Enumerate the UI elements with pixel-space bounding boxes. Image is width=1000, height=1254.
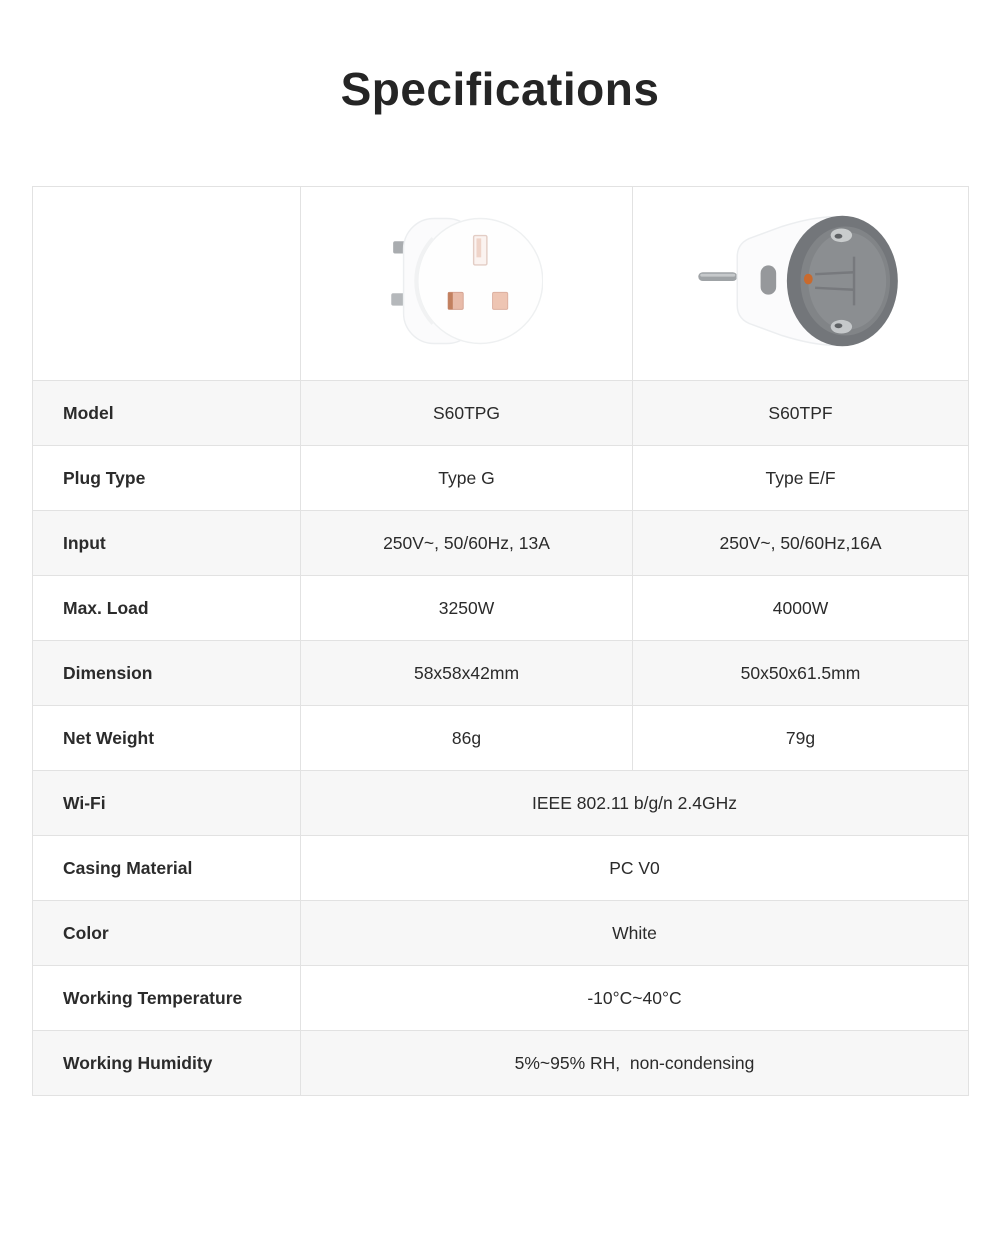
table-row-max-load: Max. Load 3250W 4000W bbox=[32, 575, 969, 641]
table-row-dimension: Dimension 58x58x42mm 50x50x61.5mm bbox=[32, 640, 969, 706]
row-value-s60tpf: 250V~, 50/60Hz,16A bbox=[632, 510, 969, 576]
product-image-cell-s60tpg bbox=[300, 186, 633, 381]
table-row-working-humidity: Working Humidity 5%~95% RH, non-condensi… bbox=[32, 1030, 969, 1096]
row-value-s60tpf: 79g bbox=[632, 705, 969, 771]
row-value-s60tpf: Type E/F bbox=[632, 445, 969, 511]
uk-type-g-plug-icon bbox=[390, 210, 543, 357]
table-row-model: Model S60TPG S60TPF bbox=[32, 380, 969, 446]
row-value-s60tpg: S60TPG bbox=[300, 380, 633, 446]
table-row-wifi: Wi-Fi IEEE 802.11 b/g/n 2.4GHz bbox=[32, 770, 969, 836]
product-image-row bbox=[32, 186, 969, 381]
row-value-s60tpg: 3250W bbox=[300, 575, 633, 641]
product-image-cell-s60tpf bbox=[632, 186, 969, 381]
table-row-net-weight: Net Weight 86g 79g bbox=[32, 705, 969, 771]
empty-corner-cell bbox=[32, 186, 301, 381]
eu-type-ef-plug-icon bbox=[698, 208, 903, 359]
table-row-color: Color White bbox=[32, 900, 969, 966]
row-value-s60tpg: 58x58x42mm bbox=[300, 640, 633, 706]
row-value-shared: PC V0 bbox=[300, 835, 969, 901]
row-value-s60tpf: S60TPF bbox=[632, 380, 969, 446]
row-value-shared: 5%~95% RH, non-condensing bbox=[300, 1030, 969, 1096]
row-label: Input bbox=[32, 510, 301, 576]
page-title: Specifications bbox=[340, 63, 660, 115]
table-row-working-temperature: Working Temperature -10°C~40°C bbox=[32, 965, 969, 1031]
row-value-s60tpg: 250V~, 50/60Hz, 13A bbox=[300, 510, 633, 576]
row-label: Net Weight bbox=[32, 705, 301, 771]
row-label: Plug Type bbox=[32, 445, 301, 511]
row-label: Dimension bbox=[32, 640, 301, 706]
row-value-shared: -10°C~40°C bbox=[300, 965, 969, 1031]
row-value-shared: IEEE 802.11 b/g/n 2.4GHz bbox=[300, 770, 969, 836]
row-label: Working Temperature bbox=[32, 965, 301, 1031]
row-value-s60tpg: Type G bbox=[300, 445, 633, 511]
row-value-s60tpg: 86g bbox=[300, 705, 633, 771]
specifications-table: Model S60TPG S60TPF Plug Type Type G Typ… bbox=[32, 186, 969, 1096]
row-label: Color bbox=[32, 900, 301, 966]
row-label: Max. Load bbox=[32, 575, 301, 641]
row-label: Casing Material bbox=[32, 835, 301, 901]
row-value-shared: White bbox=[300, 900, 969, 966]
table-row-plug-type: Plug Type Type G Type E/F bbox=[32, 445, 969, 511]
row-value-s60tpf: 50x50x61.5mm bbox=[632, 640, 969, 706]
row-label: Model bbox=[32, 380, 301, 446]
row-label: Working Humidity bbox=[32, 1030, 301, 1096]
table-row-casing-material: Casing Material PC V0 bbox=[32, 835, 969, 901]
row-value-s60tpf: 4000W bbox=[632, 575, 969, 641]
row-label: Wi-Fi bbox=[32, 770, 301, 836]
table-row-input: Input 250V~, 50/60Hz, 13A 250V~, 50/60Hz… bbox=[32, 510, 969, 576]
